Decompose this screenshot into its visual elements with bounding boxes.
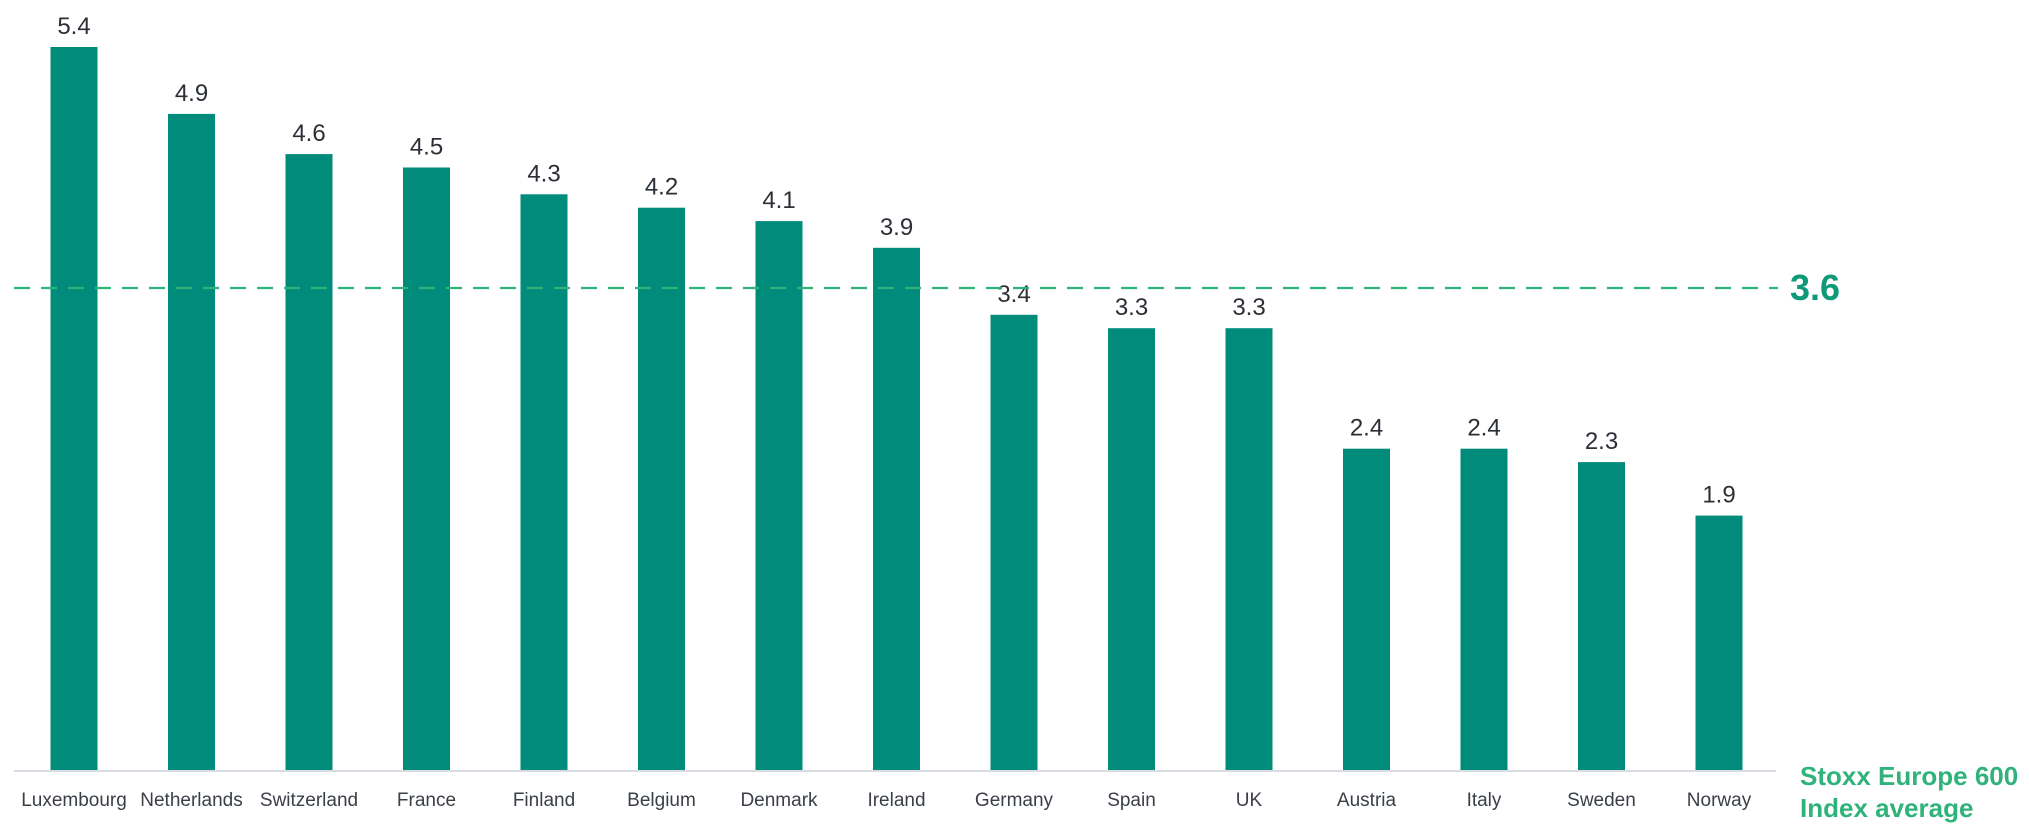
value-label-spain: 3.3 [1115, 294, 1148, 321]
bar-austria [1343, 448, 1390, 770]
category-label-uk: UK [1236, 790, 1263, 811]
category-label-germany: Germany [975, 790, 1054, 811]
value-label-netherlands: 4.9 [175, 80, 208, 107]
category-label-luxembourg: Luxembourg [21, 790, 127, 811]
bar-finland [520, 194, 568, 771]
bar-spain [1108, 328, 1155, 770]
value-label-germany: 3.4 [997, 281, 1030, 308]
category-label-belgium: Belgium [627, 790, 696, 811]
reference-line-caption: Stoxx Europe 600 Index average [1800, 760, 2020, 824]
value-label-france: 4.5 [410, 134, 443, 161]
reference-line-value: 3.6 [1790, 267, 1840, 308]
bar-italy [1460, 448, 1508, 770]
category-label-sweden: Sweden [1567, 790, 1636, 811]
category-label-austria: Austria [1337, 790, 1397, 811]
category-label-spain: Spain [1107, 790, 1156, 811]
value-label-denmark: 4.1 [762, 187, 795, 214]
reference-caption-line-2: Index average [1800, 793, 1974, 823]
value-label-austria: 2.4 [1350, 415, 1383, 442]
value-label-ireland: 3.9 [880, 214, 913, 241]
bar-france [403, 167, 450, 770]
value-label-belgium: 4.2 [645, 174, 678, 201]
value-label-sweden: 2.3 [1585, 428, 1618, 455]
category-label-france: France [397, 790, 456, 811]
bar-uk [1225, 328, 1273, 770]
bar-belgium [638, 207, 685, 770]
category-label-switzerland: Switzerland [260, 790, 358, 811]
category-label-netherlands: Netherlands [140, 790, 242, 811]
value-label-italy: 2.4 [1467, 415, 1500, 442]
value-label-uk: 3.3 [1232, 294, 1265, 321]
bars [50, 47, 1743, 771]
value-labels: 5.4 4.9 4.6 4.5 4.3 4.2 4.1 3.9 3.4 3.3 3.3 2.4 2.4 2… [57, 13, 1735, 509]
category-label-norway: Norway [1687, 790, 1752, 811]
value-label-switzerland: 4.6 [292, 120, 325, 147]
value-label-luxembourg: 5.4 [57, 13, 90, 40]
bar-norway [1695, 515, 1743, 770]
category-label-italy: Italy [1467, 790, 1502, 811]
bar-sweden [1578, 462, 1625, 770]
bar-netherlands [168, 113, 215, 770]
bar-luxembourg [50, 47, 98, 770]
value-label-norway: 1.9 [1702, 482, 1735, 509]
value-label-finland: 4.3 [527, 160, 560, 187]
bar-germany [990, 314, 1038, 770]
bar-switzerland [285, 154, 333, 771]
category-label-ireland: Ireland [867, 790, 925, 811]
category-label-finland: Finland [513, 790, 575, 811]
category-labels: Luxembourg Netherlands Switzerland France Fi… [21, 790, 1752, 811]
reference-caption-line-1: Stoxx Europe 600 [1800, 761, 2019, 791]
bar-denmark [755, 221, 803, 771]
category-label-denmark: Denmark [740, 790, 818, 811]
bar-ireland [873, 247, 920, 771]
